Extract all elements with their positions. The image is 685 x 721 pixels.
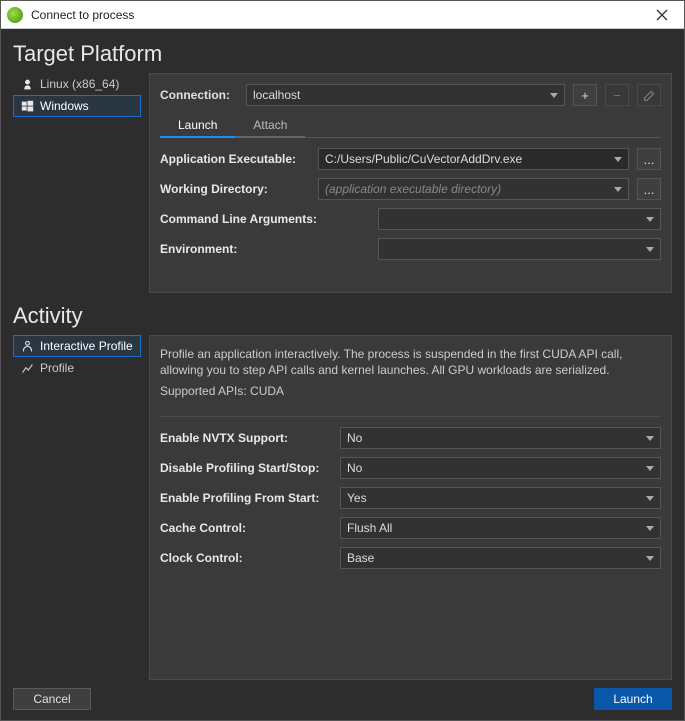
ellipsis-icon: ... bbox=[644, 152, 655, 167]
tab-launch[interactable]: Launch bbox=[160, 114, 235, 138]
chevron-down-icon bbox=[646, 556, 654, 561]
activity-row: Interactive Profile Profile Profile an a… bbox=[13, 335, 672, 680]
edit-connection-button bbox=[637, 84, 661, 106]
from-start-label: Enable Profiling From Start: bbox=[160, 491, 332, 505]
divider bbox=[160, 416, 661, 417]
cancel-button[interactable]: Cancel bbox=[13, 688, 91, 710]
tab-attach[interactable]: Attach bbox=[235, 114, 305, 138]
chevron-down-icon bbox=[614, 157, 622, 162]
env-label: Environment: bbox=[160, 242, 370, 256]
cancel-label: Cancel bbox=[33, 692, 70, 706]
chevron-down-icon bbox=[646, 466, 654, 471]
cache-row: Cache Control: Flush All bbox=[160, 517, 661, 539]
nvtx-label: Enable NVTX Support: bbox=[160, 431, 332, 445]
chevron-down-icon bbox=[614, 187, 622, 192]
windows-icon bbox=[20, 99, 34, 113]
clock-value: Base bbox=[347, 551, 374, 565]
launch-attach-tabs: Launch Attach bbox=[160, 114, 661, 138]
disable-ss-combo[interactable]: No bbox=[340, 457, 661, 479]
close-icon bbox=[656, 9, 668, 21]
close-button[interactable] bbox=[646, 1, 678, 28]
connection-value: localhost bbox=[253, 88, 300, 102]
from-start-combo[interactable]: Yes bbox=[340, 487, 661, 509]
nvtx-value: No bbox=[347, 431, 362, 445]
work-dir-combo[interactable]: (application executable directory) bbox=[318, 178, 629, 200]
remove-connection-button: − bbox=[605, 84, 629, 106]
launch-label: Launch bbox=[613, 692, 652, 706]
platform-item-linux[interactable]: Linux (x86_64) bbox=[13, 73, 141, 95]
activity-label: Profile bbox=[40, 361, 74, 375]
chevron-down-icon bbox=[646, 496, 654, 501]
disable-ss-row: Disable Profiling Start/Stop: No bbox=[160, 457, 661, 479]
chevron-down-icon bbox=[646, 436, 654, 441]
cache-label: Cache Control: bbox=[160, 521, 332, 535]
connection-combo[interactable]: localhost bbox=[246, 84, 565, 106]
nvtx-combo[interactable]: No bbox=[340, 427, 661, 449]
env-row: Environment: bbox=[160, 238, 661, 260]
ellipsis-icon: ... bbox=[644, 182, 655, 197]
title-bar: Connect to process bbox=[1, 1, 684, 29]
app-exec-combo[interactable]: C:/Users/Public/CuVectorAddDrv.exe bbox=[318, 148, 629, 170]
chevron-down-icon bbox=[550, 93, 558, 98]
profile-icon bbox=[20, 361, 34, 375]
app-exec-row: Application Executable: C:/Users/Public/… bbox=[160, 148, 661, 170]
section-activity: Activity bbox=[13, 303, 672, 329]
platform-label: Linux (x86_64) bbox=[40, 77, 119, 91]
dialog-content: Target Platform Linux (x86_64) Windows bbox=[1, 29, 684, 720]
connection-panel: Connection: localhost + − Launch Attach bbox=[149, 73, 672, 293]
activity-supported-apis: Supported APIs: CUDA bbox=[160, 384, 661, 398]
disable-ss-label: Disable Profiling Start/Stop: bbox=[160, 461, 332, 475]
app-exec-browse-button[interactable]: ... bbox=[637, 148, 661, 170]
section-target-platform: Target Platform bbox=[13, 41, 672, 67]
activity-sidebar: Interactive Profile Profile bbox=[13, 335, 141, 680]
app-exec-value: C:/Users/Public/CuVectorAddDrv.exe bbox=[325, 152, 522, 166]
chevron-down-icon bbox=[646, 526, 654, 531]
activity-panel: Profile an application interactively. Th… bbox=[149, 335, 672, 680]
activity-description: Profile an application interactively. Th… bbox=[160, 346, 661, 378]
work-dir-row: Working Directory: (application executab… bbox=[160, 178, 661, 200]
bottom-bar: Cancel Launch bbox=[13, 680, 672, 710]
target-platform-row: Linux (x86_64) Windows Connection: local… bbox=[13, 73, 672, 293]
chevron-down-icon bbox=[646, 247, 654, 252]
app-icon bbox=[7, 7, 23, 23]
platform-label: Windows bbox=[40, 99, 89, 113]
nvtx-row: Enable NVTX Support: No bbox=[160, 427, 661, 449]
minus-icon: − bbox=[613, 88, 621, 103]
disable-ss-value: No bbox=[347, 461, 362, 475]
work-dir-placeholder: (application executable directory) bbox=[325, 182, 501, 196]
from-start-row: Enable Profiling From Start: Yes bbox=[160, 487, 661, 509]
cache-value: Flush All bbox=[347, 521, 392, 535]
linux-icon bbox=[20, 77, 34, 91]
platform-sidebar: Linux (x86_64) Windows bbox=[13, 73, 141, 293]
chevron-down-icon bbox=[646, 217, 654, 222]
clock-label: Clock Control: bbox=[160, 551, 332, 565]
edit-icon bbox=[643, 89, 656, 102]
activity-item-profile[interactable]: Profile bbox=[13, 357, 141, 379]
cmd-args-label: Command Line Arguments: bbox=[160, 212, 370, 226]
window-title: Connect to process bbox=[31, 8, 646, 22]
activity-label: Interactive Profile bbox=[40, 339, 133, 353]
clock-combo[interactable]: Base bbox=[340, 547, 661, 569]
connection-row: Connection: localhost + − bbox=[160, 84, 661, 106]
from-start-value: Yes bbox=[347, 491, 367, 505]
platform-item-windows[interactable]: Windows bbox=[13, 95, 141, 117]
dialog-window: Connect to process Target Platform Linux… bbox=[0, 0, 685, 721]
work-dir-label: Working Directory: bbox=[160, 182, 310, 196]
app-exec-label: Application Executable: bbox=[160, 152, 310, 166]
work-dir-browse-button[interactable]: ... bbox=[637, 178, 661, 200]
launch-button[interactable]: Launch bbox=[594, 688, 672, 710]
plus-icon: + bbox=[581, 88, 589, 103]
interactive-profile-icon bbox=[20, 339, 34, 353]
cmd-args-row: Command Line Arguments: bbox=[160, 208, 661, 230]
connection-label: Connection: bbox=[160, 88, 238, 102]
activity-item-interactive-profile[interactable]: Interactive Profile bbox=[13, 335, 141, 357]
cmd-args-combo[interactable] bbox=[378, 208, 661, 230]
env-combo[interactable] bbox=[378, 238, 661, 260]
cache-combo[interactable]: Flush All bbox=[340, 517, 661, 539]
clock-row: Clock Control: Base bbox=[160, 547, 661, 569]
add-connection-button[interactable]: + bbox=[573, 84, 597, 106]
